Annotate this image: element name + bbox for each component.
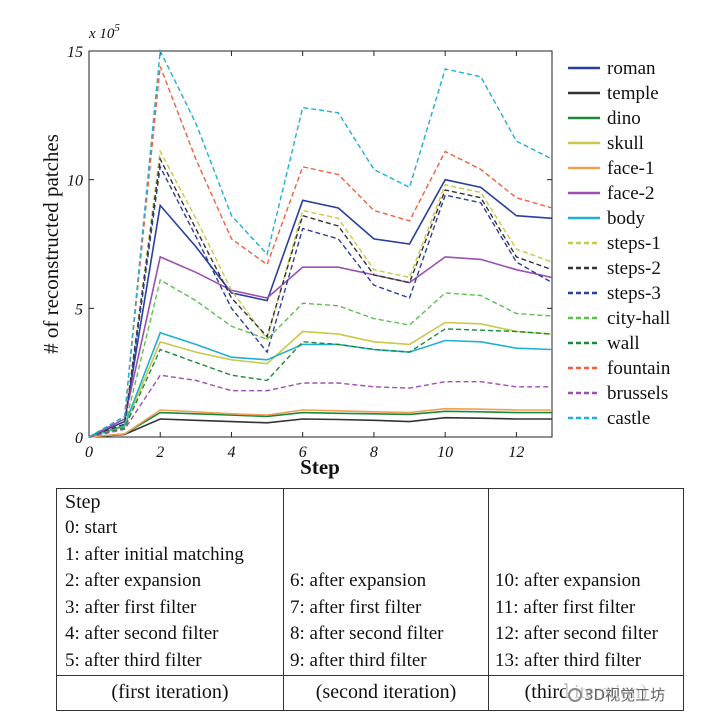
y-multiplier-label: x 105 bbox=[88, 22, 120, 42]
legend-label: castle bbox=[607, 408, 650, 429]
y-tick-label: 0 bbox=[75, 430, 83, 447]
legend: roman temple dino skull face-1 face-2 body step… bbox=[568, 58, 671, 429]
legend-label: city-hall bbox=[607, 308, 670, 329]
second-iteration-steps: 6: after expansion 7: after first filter… bbox=[283, 488, 489, 676]
series-group bbox=[88, 48, 553, 438]
series-line-city-hall bbox=[88, 278, 553, 438]
step-item: 4: after second filter bbox=[65, 623, 219, 645]
y-tick-label: 5 bbox=[75, 301, 83, 318]
step-item: 6: after expansion bbox=[290, 570, 427, 592]
wechat-icon bbox=[568, 688, 582, 702]
step-item: 10: after expansion bbox=[495, 570, 641, 592]
legend-label: face-2 bbox=[607, 183, 654, 204]
legend-label: temple bbox=[607, 83, 659, 104]
series-line-dino bbox=[88, 410, 552, 438]
steps-row: Step 0: start 1: after initial matching … bbox=[56, 488, 684, 676]
step-item: 5: after third filter bbox=[65, 649, 202, 671]
step-item: 0: start bbox=[65, 517, 118, 538]
legend-label: steps-1 bbox=[607, 233, 661, 254]
watermark-text: 3D视觉工坊 bbox=[584, 686, 666, 704]
legend-label: steps-3 bbox=[607, 283, 661, 304]
legend-label: steps-2 bbox=[607, 258, 661, 279]
x-axis-label: Step bbox=[300, 455, 340, 479]
iteration-label: (first iteration) bbox=[56, 674, 284, 711]
series-line-skull bbox=[88, 321, 553, 438]
series-line-steps-1 bbox=[88, 149, 553, 438]
legend-label: skull bbox=[607, 133, 644, 154]
series-line-fountain bbox=[88, 66, 553, 438]
line-chart: 0 2 4 6 8 10 12 0 5 10 15 roman temple dino skull face… bbox=[39, 22, 671, 479]
y-tick-label: 10 bbox=[67, 173, 83, 190]
step-item: 3: after first filter bbox=[65, 596, 197, 618]
first-iteration-steps: Step 0: start 1: after initial matching … bbox=[56, 488, 284, 676]
x-tick-label: 6 bbox=[299, 444, 307, 461]
series-line-brussels bbox=[88, 374, 552, 438]
third-iteration-steps: 10: after expansion 11: after first filt… bbox=[488, 488, 684, 676]
series-line-wall bbox=[88, 328, 553, 438]
step-item: 7: after first filter bbox=[290, 596, 422, 618]
step-item: 12: after second filter bbox=[495, 623, 659, 645]
y-axis-label: # of reconstructed patches bbox=[39, 134, 63, 354]
legend-label: roman bbox=[607, 58, 656, 79]
series-line-castle bbox=[88, 48, 553, 438]
legend-label: body bbox=[607, 208, 646, 229]
watermark: 3D视觉工坊 bbox=[566, 684, 668, 705]
series-line-steps-3 bbox=[88, 164, 553, 438]
plot-area-frame bbox=[88, 50, 553, 438]
iteration-label: (second iteration) bbox=[283, 674, 489, 711]
legend-label: brussels bbox=[607, 383, 668, 404]
x-tick-label: 10 bbox=[437, 444, 453, 461]
x-tick-label: 8 bbox=[370, 444, 378, 461]
steps-legend-table: Step 0: start 1: after initial matching … bbox=[56, 488, 684, 711]
legend-label: fountain bbox=[607, 358, 671, 379]
series-line-roman bbox=[88, 178, 553, 438]
step-item: 9: after third filter bbox=[290, 649, 427, 671]
step-item: 2: after expansion bbox=[65, 570, 202, 592]
legend-label: wall bbox=[607, 333, 640, 354]
step-item: 11: after first filter bbox=[495, 596, 636, 618]
series-line-face-1 bbox=[88, 407, 552, 438]
x-tick-label: 2 bbox=[156, 444, 164, 461]
step-item: 13: after third filter bbox=[495, 649, 642, 671]
series-line-temple bbox=[88, 416, 552, 438]
x-tick-label: 12 bbox=[508, 444, 524, 461]
x-tick-label: 0 bbox=[85, 444, 93, 461]
step-item: 8: after second filter bbox=[290, 623, 444, 645]
series-line-steps-2 bbox=[88, 156, 553, 438]
legend-label: face-1 bbox=[607, 158, 654, 179]
axes: 0 2 4 6 8 10 12 0 5 10 15 bbox=[67, 44, 552, 461]
y-multiplier-exponent: 5 bbox=[114, 22, 120, 34]
steps-header: Step bbox=[65, 491, 101, 513]
legend-label: dino bbox=[607, 108, 641, 129]
x-tick-label: 4 bbox=[227, 444, 235, 461]
series-line-face-2 bbox=[88, 255, 553, 438]
y-tick-label: 15 bbox=[67, 44, 83, 61]
series-line-body bbox=[88, 331, 553, 438]
step-item: 1: after initial matching bbox=[65, 543, 244, 565]
